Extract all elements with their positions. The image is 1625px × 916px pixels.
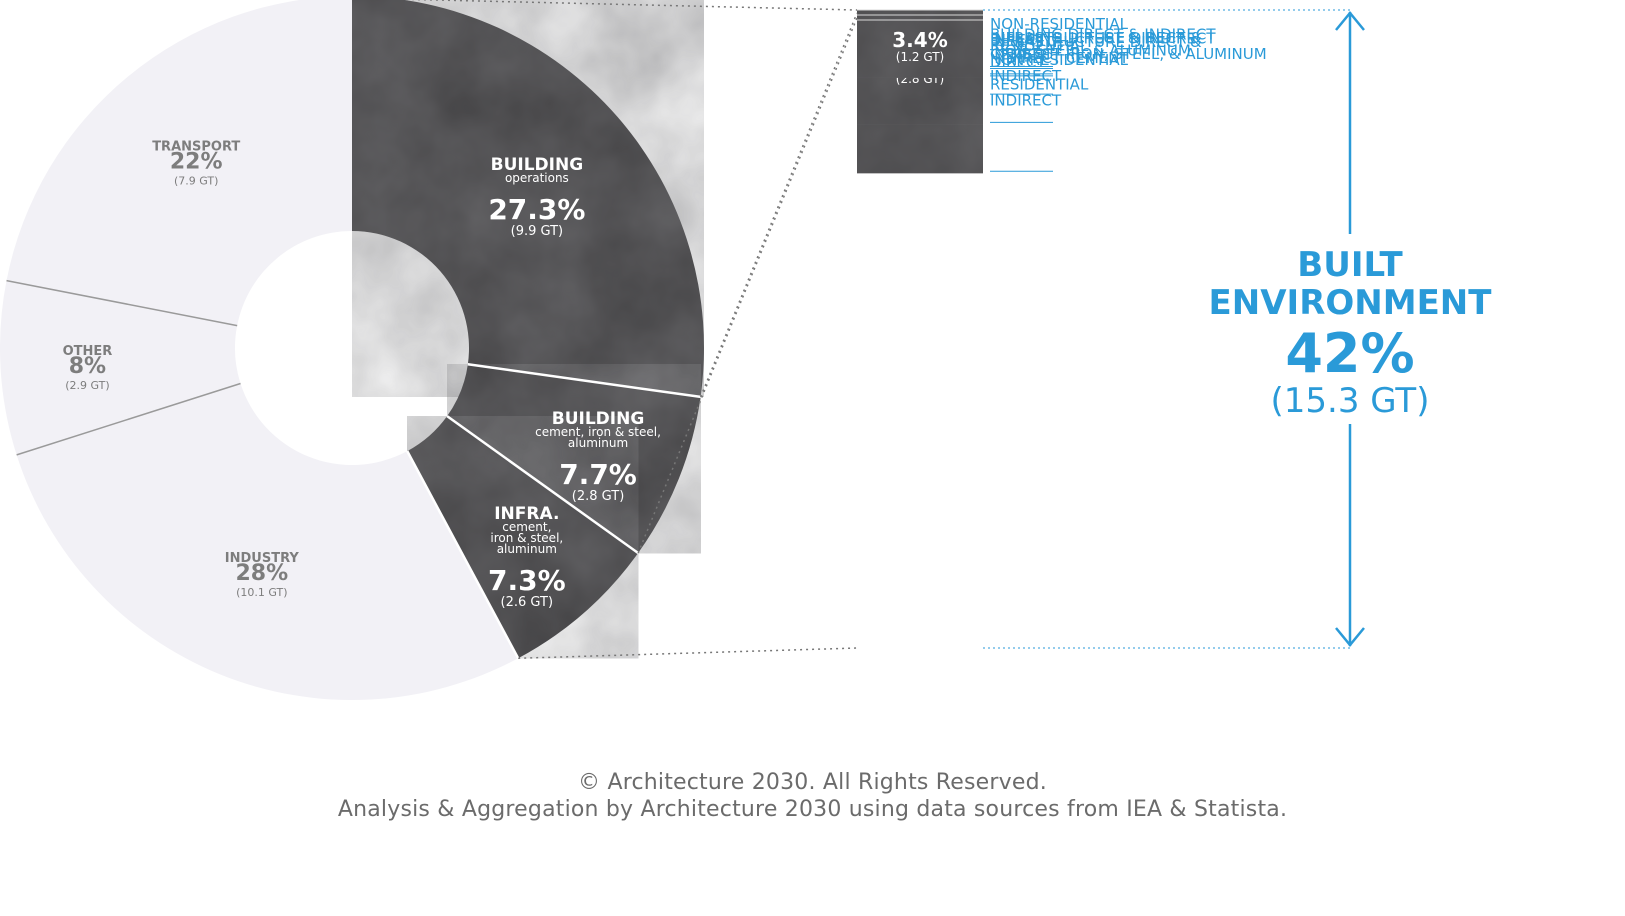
slice-label-sub: aluminum [497,542,557,556]
slice-1-texture [447,364,701,554]
breakdown-column: 5.8%(2.1 GT)RESIDENTIALDIRECT11%(4.0 GT)… [857,9,1267,174]
slice-5-transport [6,0,352,326]
breakdown-percent: 3.4% [892,28,947,52]
slice-label-name: BUILDING [552,409,645,429]
breakdown-label-line2: DIRECT [990,31,1046,49]
arrow-down-icon [1335,627,1365,647]
slice-label-name: INFRA. [494,504,559,524]
slice-separator [446,415,639,555]
breakdown-label-line1: BUILDING DIRECT & INDIRECT [990,29,1216,47]
breakdown-gt: (1.2 GT) [896,50,944,64]
slice-label-sub: cement, iron & steel, [535,425,661,439]
slice-label-percent: 7.3% [488,564,566,597]
sources-line: Analysis & Aggregation by Architecture 2… [337,797,1288,822]
slice-label-sub: cement, [502,520,551,534]
connector-infra [637,17,858,554]
slice-2-texture [407,416,639,659]
slice-label-name: BUILDING [491,155,584,175]
slice-label-name: TRANSPORT [152,139,240,154]
breakdown-label-line1: INFRASTRUCTURE DIRECT & [990,33,1202,51]
slice-label-gt: (2.6 GT) [501,595,554,610]
breakdown-bar-texture [857,20,983,71]
slice-label-gt: (10.1 GT) [236,586,287,599]
breakdown-label-line2: CEMENT [990,45,1054,63]
built-environment-title-line2: ENVIRONMENT [1209,283,1493,323]
breakdown-label-line2: INDIRECT [990,92,1062,110]
slice-label-name: OTHER [63,344,113,359]
slice-label-gt: (2.8 GT) [572,489,625,504]
slice-label-sub: operations [505,171,569,185]
arrow-up-icon [1335,11,1365,31]
breakdown-label-line1: NON-RESIDENTIAL [990,51,1129,69]
copyright-line: © Architecture 2030. All Rights Reserved… [578,770,1047,795]
slice-label-gt: (2.9 GT) [65,379,109,392]
slice-label-gt: (9.9 GT) [511,224,564,239]
breakdown-label-line1: INFRASTRUCTURE DIRECT & [990,29,1202,47]
built-environment-percent: 42% [1285,322,1414,385]
breakdown-label-line1: RESIDENTIAL [990,37,1089,55]
breakdown-label-line1: RESIDENTIAL [990,76,1089,94]
slice-label-sub: iron & steel, [490,531,563,545]
slice-label-sub: aluminum [568,436,628,450]
slice-separator [406,450,520,659]
built-environment-title-line1: BUILT [1297,245,1403,285]
connector-building-materials [699,12,858,398]
slice-label-percent: 28% [235,561,288,586]
breakdown-label-line1: BUILDING DIRECT & INDIRECT [990,26,1216,44]
slice-4-other [0,280,241,455]
breakdown-label-line1: NON-RESIDENTIAL [990,15,1129,33]
breakdown-label-line2: INDIRECT CEMENT [990,49,1130,67]
slice-separator [6,279,238,327]
slice-3-industry [16,383,519,700]
slice-label-percent: 7.7% [559,458,637,491]
slice-separator [16,382,241,456]
connector-bottom [518,647,858,660]
built-environment-gt: (15.3 GT) [1271,381,1430,421]
connector-top [404,0,858,11]
slice-label-percent: 8% [69,354,106,379]
slice-label-gt: (7.9 GT) [174,174,218,187]
breakdown-label-line2: INDIRECT IRON, STEEL, & ALUMINUM [990,45,1267,63]
slice-label-percent: 22% [170,149,223,174]
breakdown-label-line2: IRON, STEEL, & ALUMINUM [990,42,1191,60]
slice-0-texture [352,0,704,397]
slice-label-name: INDUSTRY [225,551,300,566]
connector-lines [404,0,1350,660]
slice-separator [467,363,701,399]
donut-group [0,0,704,700]
slice-label-percent: 27.3% [488,193,585,226]
